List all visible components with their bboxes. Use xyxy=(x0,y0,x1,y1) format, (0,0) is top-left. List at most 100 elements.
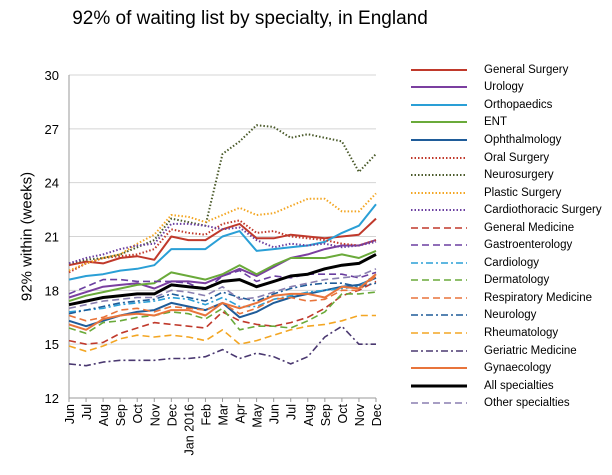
legend-label: Dermatology xyxy=(484,274,550,287)
legend-label: Oral Surgery xyxy=(484,151,550,164)
legend-swatch xyxy=(411,402,467,404)
series-line-orthopaedics xyxy=(68,203,377,281)
x-tick-label: Oct xyxy=(131,403,145,423)
legend-label: ENT xyxy=(484,116,507,129)
legend-label: Gynaecology xyxy=(484,362,552,375)
x-tick-label: Jun xyxy=(268,404,282,424)
legend-item: Neurology xyxy=(410,307,610,325)
legend-item: General Medicine xyxy=(410,219,610,237)
x-tick-label: Feb xyxy=(199,404,213,426)
legend-swatch xyxy=(411,86,467,89)
legend-swatch xyxy=(411,156,467,159)
legend-label: All specialties xyxy=(484,379,554,392)
series-line-gynaecology xyxy=(68,273,377,331)
legend-swatch xyxy=(411,314,467,317)
series-line-all-specialties xyxy=(68,253,377,307)
legend-label: Plastic Surgery xyxy=(484,186,562,199)
y-tick-label: 15 xyxy=(45,337,59,352)
series-line-ent xyxy=(68,249,377,303)
legend-item: General Surgery xyxy=(410,61,610,79)
series-line-geriatric-medicine xyxy=(68,325,376,367)
x-tick-label: Dec xyxy=(165,404,179,426)
chart-title: 92% of waiting list by specialty, in Eng… xyxy=(72,8,428,29)
series-line-cardiothoracic-surgery xyxy=(68,222,377,265)
x-tick-label: Nov xyxy=(148,403,162,426)
y-tick-label: 24 xyxy=(45,176,59,191)
y-tick-labels: 12 15 18 21 24 27 30 xyxy=(45,68,59,406)
series-line-gastroenterology xyxy=(68,269,377,295)
legend-item: Other specialties xyxy=(410,394,610,412)
x-tick-label: Sep xyxy=(114,404,128,426)
series-line-oral-surgery xyxy=(68,219,377,274)
legend-swatch xyxy=(411,367,467,370)
y-tick-label: 27 xyxy=(45,122,59,137)
x-tick-label: Dec xyxy=(370,404,384,426)
legend-swatch xyxy=(411,332,467,334)
legend-item: Rheumatology xyxy=(410,324,610,342)
legend-label: Neurosurgery xyxy=(484,169,554,182)
legend-label: Rheumatology xyxy=(484,326,559,339)
legend-label: Gastroenterology xyxy=(484,239,573,252)
y-tick-label: 21 xyxy=(45,230,59,245)
series-line-other-specialties xyxy=(68,268,377,310)
legend-swatch xyxy=(411,121,467,124)
legend-label: Other specialties xyxy=(484,397,570,410)
series-line-urology xyxy=(68,239,377,299)
series-line-neurosurgery xyxy=(68,124,377,265)
x-tick-label: Mar xyxy=(217,404,231,426)
legend-label: Urology xyxy=(484,81,524,94)
x-tick-label: Jan 2016 xyxy=(182,404,196,455)
legend-label: General Surgery xyxy=(484,63,569,76)
legend-label: Respiratory Medicine xyxy=(484,291,593,304)
legend-swatch xyxy=(411,244,467,247)
series-line-dermatology xyxy=(68,291,377,335)
x-tick-label: Nov xyxy=(353,403,367,426)
x-tick-label: Apr xyxy=(234,404,248,423)
legend-swatch xyxy=(411,68,467,71)
legend-swatch xyxy=(411,297,467,299)
x-tick-label: Oct xyxy=(336,403,350,423)
legend-item: Neurosurgery xyxy=(410,166,610,184)
legend-label: Neurology xyxy=(484,309,537,322)
legend-swatch xyxy=(411,261,467,264)
legend-swatch xyxy=(411,138,467,141)
series-line-cardiology xyxy=(68,273,377,313)
legend-label: General Medicine xyxy=(484,221,575,234)
legend-item: Cardiothoracic Surgery xyxy=(410,201,610,219)
legend-swatch xyxy=(411,191,467,194)
legend-item: Plastic Surgery xyxy=(410,184,610,202)
legend-label: Cardiothoracic Surgery xyxy=(484,204,602,217)
legend-item: All specialties xyxy=(410,377,610,395)
legend-item: Cardiology xyxy=(410,254,610,272)
legend-item: ENT xyxy=(410,114,610,132)
legend-swatch xyxy=(411,174,467,177)
series-line-rheumatology xyxy=(68,314,376,353)
x-tick-label: Aug xyxy=(302,404,316,426)
y-tick-label: 12 xyxy=(45,391,59,406)
legend: General Surgery Urology Orthopaedics ENT Oph… xyxy=(410,61,610,412)
legend-swatch xyxy=(411,226,467,229)
legend-item: Gynaecology xyxy=(410,359,610,377)
legend-item: Respiratory Medicine xyxy=(410,289,610,307)
y-tick-label: 18 xyxy=(45,283,59,298)
legend-label: Geriatric Medicine xyxy=(484,344,577,357)
x-tick-label: Jul xyxy=(285,404,299,420)
legend-label: Ophthalmology xyxy=(484,133,562,146)
legend-swatch xyxy=(411,384,467,388)
series-line-plastic-surgery xyxy=(68,192,377,272)
legend-item: Gastroenterology xyxy=(410,236,610,254)
legend-swatch xyxy=(411,279,467,282)
x-tick-label: May xyxy=(251,403,265,427)
legend-item: Ophthalmology xyxy=(410,131,610,149)
x-tick-label: Sep xyxy=(319,404,333,426)
legend-item: Urology xyxy=(410,79,610,97)
y-tick-label: 30 xyxy=(45,68,59,83)
legend-label: Cardiology xyxy=(484,256,539,269)
legend-item: Dermatology xyxy=(410,272,610,290)
x-tick-label: Aug xyxy=(97,404,111,426)
x-tick-label: Jun xyxy=(63,404,77,424)
legend-item: Oral Surgery xyxy=(410,149,610,167)
legend-item: Orthopaedics xyxy=(410,96,610,114)
legend-swatch xyxy=(411,349,467,352)
